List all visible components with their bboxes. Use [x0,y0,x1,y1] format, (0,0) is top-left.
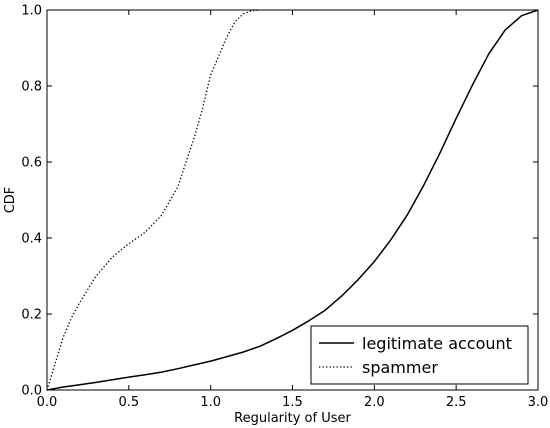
x-axis-label: Regularity of User [234,411,351,426]
legend-box [310,325,529,385]
x-tick-label: 2.5 [446,395,467,410]
x-tick-label: 0.0 [37,395,58,410]
x-tick-label: 1.5 [282,395,303,410]
y-tick-label: 0.6 [21,156,42,171]
y-tick-label: 0.4 [21,232,42,247]
plot-frame [46,9,539,391]
legend-label: legitimate account [362,334,512,353]
series-line-spammer [46,9,260,391]
y-tick-label: 0.8 [21,80,42,95]
x-tick-label: 1.0 [200,395,221,410]
series-layer [46,9,539,391]
tick-layer: 0.0 0.5 1.0 1.5 2.0 2.5 3.0 0.0 0.2 0.4 0.6 0.8 1.0 [21,4,548,411]
y-tick-label: 0.0 [21,384,42,399]
y-tick-label: 1.0 [21,4,42,19]
y-tick-label: 0.2 [21,308,42,323]
series-line-legitimate-account [46,9,539,391]
x-tick-label: 3.0 [528,395,549,410]
legend: legitimate account spammer [310,325,529,385]
y-axis-label: CDF [3,187,18,214]
x-tick-label: 2.0 [364,395,385,410]
x-tick-label: 0.5 [118,395,139,410]
legend-label: spammer [362,358,438,377]
